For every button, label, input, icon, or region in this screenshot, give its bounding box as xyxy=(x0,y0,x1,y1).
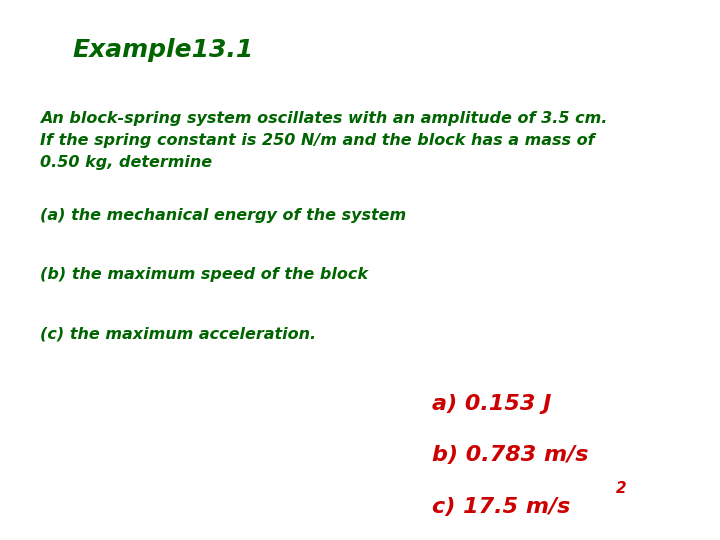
Text: c) 17.5 m/s: c) 17.5 m/s xyxy=(432,497,570,517)
Text: b) 0.783 m/s: b) 0.783 m/s xyxy=(432,446,588,465)
Text: (c) the maximum acceleration.: (c) the maximum acceleration. xyxy=(40,327,316,342)
Text: 2: 2 xyxy=(616,481,626,496)
Text: a) 0.153 J: a) 0.153 J xyxy=(432,394,552,414)
Text: (a) the mechanical energy of the system: (a) the mechanical energy of the system xyxy=(40,208,406,223)
Text: Example13.1: Example13.1 xyxy=(72,38,253,62)
Text: An block-spring system oscillates with an amplitude of 3.5 cm.
If the spring con: An block-spring system oscillates with a… xyxy=(40,111,607,170)
Text: (b) the maximum speed of the block: (b) the maximum speed of the block xyxy=(40,267,368,282)
